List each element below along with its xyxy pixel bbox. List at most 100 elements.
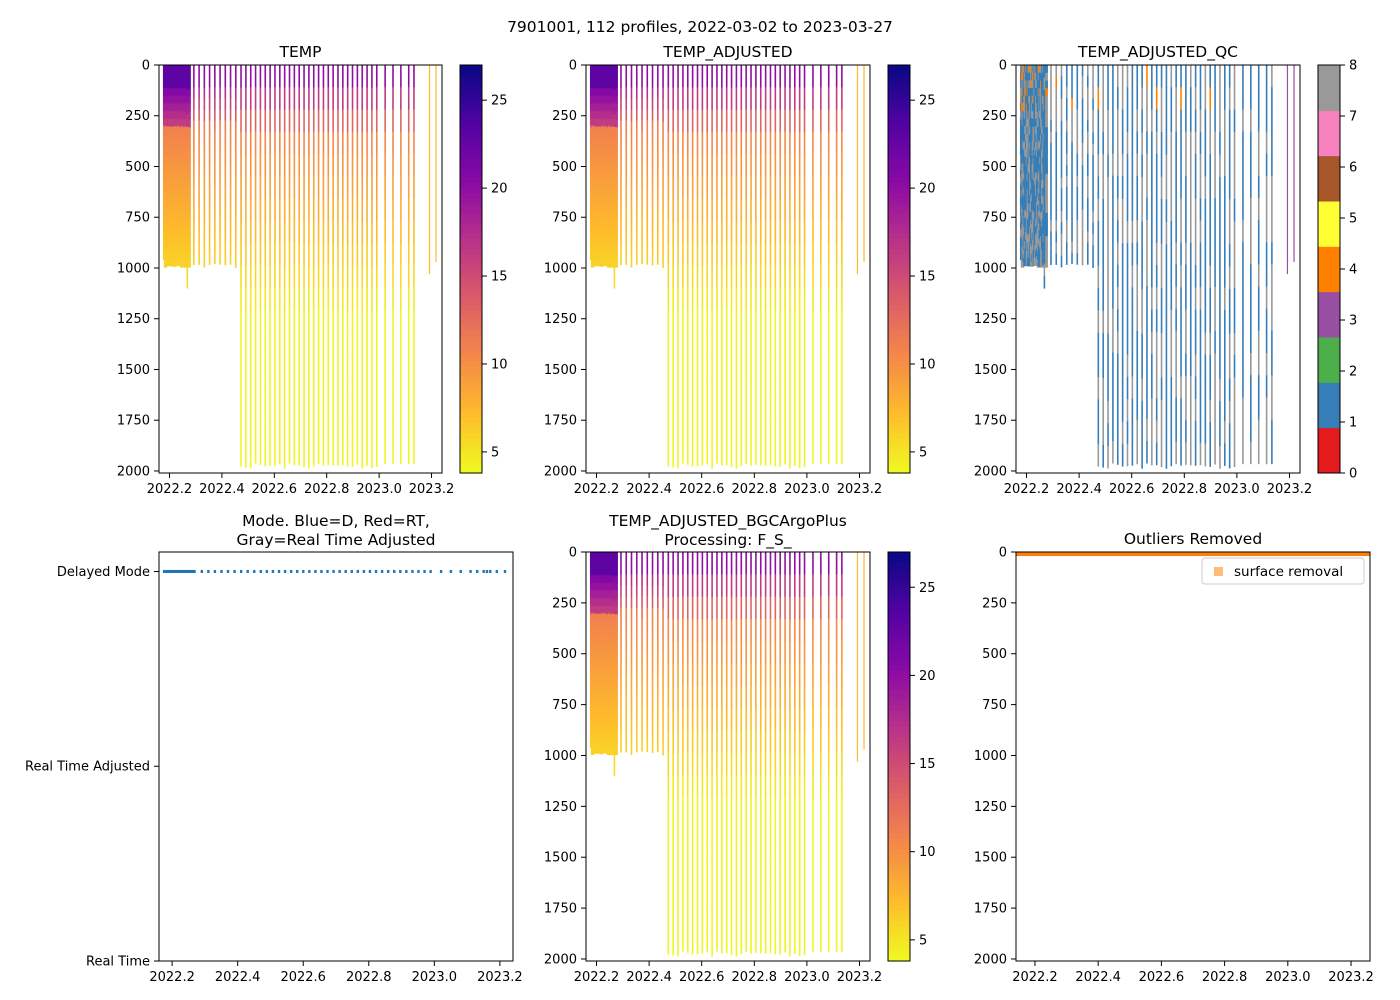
profile-cell bbox=[1170, 287, 1173, 311]
profile-cell bbox=[812, 153, 814, 177]
profile-cell bbox=[1126, 443, 1129, 467]
profile-cell bbox=[264, 354, 267, 378]
profile-cell bbox=[413, 220, 415, 243]
suptitle: 7901001, 112 profiles, 2022-03-02 to 202… bbox=[507, 18, 893, 36]
profile-cell bbox=[346, 376, 349, 400]
profile-cell bbox=[214, 98, 216, 110]
profile-cell bbox=[1165, 266, 1168, 290]
profile-cell bbox=[1136, 175, 1139, 199]
profile-cell bbox=[240, 310, 242, 333]
profile-cell bbox=[662, 222, 664, 235]
colorbar-segment bbox=[460, 422, 482, 428]
profile-cell bbox=[657, 231, 659, 243]
profile-cell bbox=[361, 423, 364, 447]
profile-cell bbox=[229, 131, 232, 143]
profile-cell bbox=[740, 154, 743, 177]
profile-cell bbox=[1060, 98, 1063, 111]
profile-cell bbox=[413, 109, 415, 132]
y-tick-label: 500 bbox=[125, 160, 150, 175]
profile-cell bbox=[1228, 87, 1231, 111]
profile-cell bbox=[620, 131, 622, 143]
profile-cell bbox=[234, 245, 237, 257]
profile-cell bbox=[312, 154, 315, 177]
profile-cell bbox=[803, 176, 806, 200]
profile-cell bbox=[1271, 131, 1273, 154]
profile-cell bbox=[254, 396, 257, 420]
profile-cell bbox=[1180, 131, 1182, 155]
profile-cell bbox=[1055, 231, 1058, 243]
profile-cell bbox=[613, 213, 616, 227]
profile-cell bbox=[351, 288, 354, 311]
profile-cell bbox=[1219, 199, 1221, 223]
profile-cell bbox=[288, 352, 291, 375]
profile-cell bbox=[812, 242, 814, 265]
profile-cell bbox=[696, 332, 699, 355]
profile-cell bbox=[812, 419, 814, 443]
profile-cell bbox=[208, 131, 211, 143]
profile-cell bbox=[1214, 286, 1216, 310]
profile-cell bbox=[279, 131, 281, 154]
profile-cell bbox=[769, 109, 772, 132]
profile-cell bbox=[1102, 154, 1104, 178]
colorbar-segment bbox=[460, 467, 482, 474]
profile-cell bbox=[779, 154, 782, 177]
profile-cell bbox=[293, 353, 296, 377]
profile-cell bbox=[245, 266, 247, 289]
profile-cell bbox=[400, 286, 402, 310]
profile-cell bbox=[1055, 109, 1058, 121]
profile-cell bbox=[219, 153, 221, 166]
profile-cell bbox=[735, 177, 738, 200]
profile-cell bbox=[1233, 310, 1236, 334]
profile-cell bbox=[371, 266, 373, 290]
profile-cell bbox=[279, 397, 281, 420]
profile-cell bbox=[219, 242, 221, 254]
colorbar-segment bbox=[460, 325, 482, 331]
profile-cell bbox=[662, 245, 664, 257]
profile-cell bbox=[384, 242, 386, 265]
profile-cell bbox=[662, 110, 664, 122]
profile-cell bbox=[298, 87, 301, 110]
profile-cell bbox=[716, 286, 718, 309]
profile-cell bbox=[1224, 287, 1226, 311]
profile-cell bbox=[346, 87, 349, 110]
profile-cell bbox=[274, 153, 276, 177]
profile-cell bbox=[635, 109, 638, 121]
y-tick-label: 2000 bbox=[544, 464, 577, 479]
profile-cell bbox=[614, 236, 618, 245]
profile-cell bbox=[1228, 199, 1231, 223]
profile-cell bbox=[646, 142, 649, 154]
profile-cell bbox=[186, 139, 189, 153]
profile-cell bbox=[841, 330, 843, 354]
profile-cell bbox=[1055, 198, 1058, 210]
profile-cell bbox=[1076, 186, 1079, 199]
profile-cell bbox=[827, 397, 830, 420]
profile-cell bbox=[1151, 131, 1153, 155]
profile-cell bbox=[274, 176, 276, 199]
profile-cell bbox=[187, 88, 191, 97]
profile-cell bbox=[701, 287, 704, 310]
colorbar-segment bbox=[460, 371, 482, 377]
profile-cell bbox=[651, 65, 654, 77]
profile-cell bbox=[1219, 266, 1221, 290]
profile-cell bbox=[1233, 221, 1236, 244]
profile-cell bbox=[1146, 131, 1148, 154]
profile-cell bbox=[1209, 154, 1212, 177]
profile-cell bbox=[691, 377, 694, 400]
profile-cell bbox=[686, 420, 689, 443]
profile-cell bbox=[1087, 109, 1089, 121]
profile-cell bbox=[269, 198, 271, 222]
profile-cell bbox=[590, 259, 595, 268]
profile-cell bbox=[249, 356, 252, 379]
profile-cell bbox=[375, 243, 378, 267]
profile-cell bbox=[672, 400, 674, 423]
profile-cell bbox=[1189, 398, 1192, 421]
profile-cell bbox=[240, 131, 242, 155]
profile-cell bbox=[322, 354, 325, 377]
colorbar-segment bbox=[460, 182, 482, 188]
profile-cell bbox=[1020, 259, 1025, 268]
profile-cell bbox=[288, 175, 291, 199]
profile-cell bbox=[1209, 355, 1212, 378]
profile-cell bbox=[274, 87, 276, 110]
profile-cell bbox=[288, 286, 291, 309]
profile-cell bbox=[662, 132, 664, 145]
